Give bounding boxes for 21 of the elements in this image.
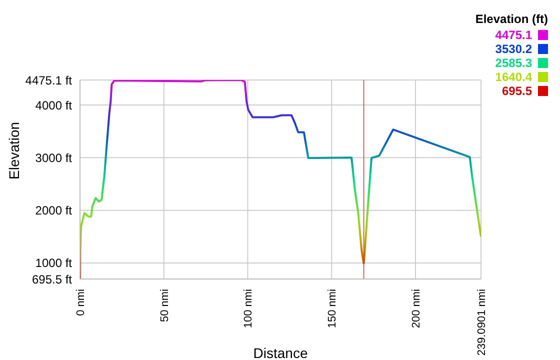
y-tick-label: 695.5 ft [32, 272, 73, 286]
color-bar-label: 3530.2 [495, 42, 532, 56]
y-axis-title: Elevation [6, 122, 22, 180]
y-tick-label: 1000 ft [35, 256, 73, 270]
x-tick-label: 100 nmi [242, 289, 255, 328]
color-bar-label: 695.5 [502, 84, 532, 98]
color-bar-label: 2585.3 [495, 56, 532, 70]
y-tick-label: 4000 ft [35, 98, 73, 112]
x-tick-label: 239.0901 nmi [476, 289, 488, 356]
y-tick-label: 3000 ft [35, 150, 73, 165]
y-tick-label: 4475.1 ft [25, 73, 73, 88]
y-tick-label: 2000 ft [35, 204, 73, 218]
x-tick-label: 150 nmi [326, 289, 339, 328]
x-tick-label: 0 nmi [75, 289, 87, 316]
color-bar-title: Elevation (ft) [475, 12, 548, 26]
line-series [80, 80, 481, 279]
color-bar-label: 1640.4 [495, 70, 532, 84]
x-tick-label: 200 nmi [410, 289, 422, 328]
x-tick-label: 50 nmi [158, 289, 171, 322]
color-bar-label: 4475.1 [495, 28, 532, 42]
x-axis-title: Distance [253, 345, 308, 360]
